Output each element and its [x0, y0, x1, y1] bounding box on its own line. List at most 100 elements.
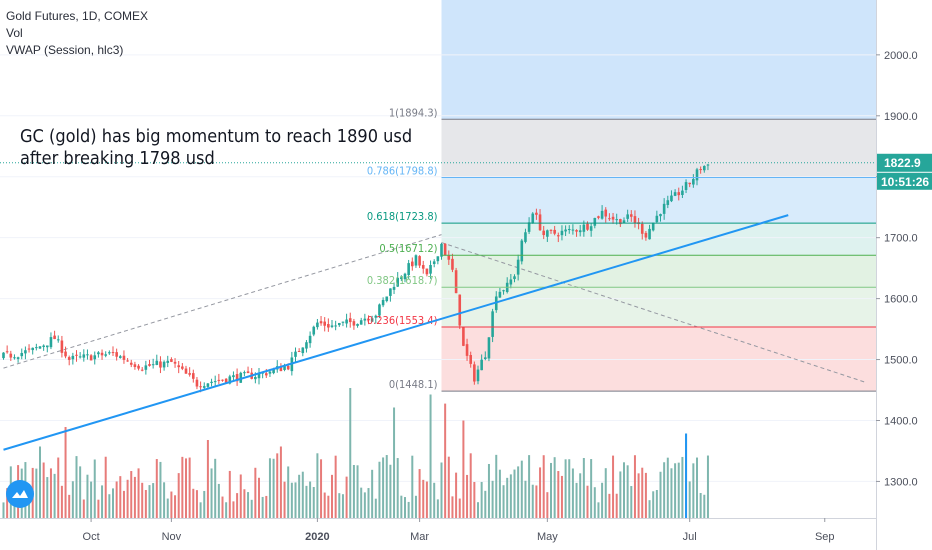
volume-bar [615, 493, 618, 518]
candle-body [257, 373, 261, 379]
volume-bar [633, 455, 636, 518]
volume-bar [320, 459, 323, 518]
volume-bar [444, 403, 447, 518]
volume-bar [648, 500, 651, 518]
volume-bar [279, 446, 282, 518]
candle-body [5, 351, 9, 353]
volume-bar [429, 394, 432, 518]
volume-bar [546, 492, 549, 518]
volume-bar [192, 488, 195, 518]
candle-body [140, 369, 144, 371]
candle-body [301, 347, 305, 354]
dashed-trend-line [3, 234, 442, 369]
candle-body [206, 383, 210, 387]
candle-body [173, 361, 177, 364]
volume-bar [352, 464, 355, 518]
candle-body [527, 222, 531, 232]
price-tick-label: 1400.0 [884, 415, 918, 427]
time-tick-label: Oct [83, 531, 100, 543]
volume-bar [520, 460, 523, 518]
fib-zone [441, 119, 876, 178]
volume-bar [137, 468, 140, 518]
candle-body [491, 311, 494, 337]
candle-body [133, 364, 137, 367]
candle-body [97, 352, 100, 355]
volume-bar [349, 388, 352, 518]
candle-body [319, 321, 323, 324]
volume-bar [39, 446, 41, 518]
fib-level-label: 0.618(1723.8) [367, 210, 438, 223]
volume-bar [674, 463, 677, 518]
volume-bar [586, 485, 589, 518]
vwap-indicator-label[interactable]: VWAP (Session, hlc3) [6, 43, 124, 57]
volume-bar [513, 469, 516, 518]
candle-body [122, 355, 126, 360]
candle-body [78, 356, 82, 358]
volume-bar [371, 469, 374, 518]
chart-legend: Gold Futures, 1D, COMEX Vol VWAP (Sessio… [6, 8, 148, 59]
volume-bar [64, 427, 67, 518]
volume-bar [498, 469, 501, 518]
last-price-badge-label: 1822.9 [884, 156, 921, 170]
volume-bar [612, 455, 615, 518]
countdown-badge-label: 10:51:26 [881, 175, 929, 189]
volume-bar [283, 481, 286, 518]
countdown-badge [877, 172, 932, 190]
candle-body [381, 299, 385, 306]
price-tick-label: 1900.0 [884, 111, 918, 123]
volume-indicator-label[interactable]: Vol [6, 26, 23, 40]
candle-body [396, 277, 399, 287]
candle-body [89, 355, 93, 361]
candle-body [305, 342, 308, 349]
volume-bar [422, 479, 425, 518]
time-tick-label: Nov [162, 531, 182, 543]
volume-bar [166, 498, 169, 518]
time-tick-label: Mar [410, 531, 429, 543]
candle-body [348, 318, 352, 323]
volume-bar [641, 467, 644, 518]
volume-bar [276, 453, 279, 518]
candle-body [443, 243, 447, 256]
volume-bar [374, 498, 377, 518]
volume-bar [564, 459, 567, 518]
candle-body [593, 217, 597, 226]
volume-bar [2, 502, 5, 518]
candle-body [535, 212, 538, 215]
text-annotation[interactable]: GC (gold) has big momentum to reach 1890… [20, 126, 412, 170]
tradingview-logo-icon[interactable] [6, 480, 34, 508]
annotation-line-2: after breaking 1798 usd [20, 148, 215, 169]
candle-body [462, 326, 465, 346]
volume-bar [133, 476, 136, 518]
volume-bar [677, 462, 680, 518]
candle-body [155, 360, 159, 365]
volume-bar [334, 455, 337, 518]
volume-bar [575, 482, 578, 518]
candle-body [651, 222, 655, 231]
volume-bar [130, 471, 133, 518]
candle-body [414, 255, 418, 266]
candle-body [283, 366, 286, 370]
candle-body [42, 345, 45, 347]
volume-bar [608, 493, 611, 518]
candle-body [436, 256, 440, 262]
volume-bar [473, 481, 476, 518]
symbol-title[interactable]: Gold Futures, 1D, COMEX [6, 9, 149, 23]
volume-bar [261, 496, 264, 518]
volume-bar [652, 491, 655, 518]
volume-bar [681, 456, 684, 518]
candle-body [56, 339, 60, 341]
volume-bar [706, 455, 709, 518]
candle-body [297, 351, 301, 353]
volume-bar [331, 474, 333, 518]
volume-bar [407, 501, 410, 518]
volume-bar [593, 487, 596, 518]
candle-body [144, 365, 148, 370]
candle-body [254, 376, 257, 380]
candle-body [389, 288, 392, 296]
volume-bar [258, 477, 260, 518]
volume-bar [623, 462, 625, 518]
volume-bar [108, 494, 111, 518]
volume-bar [104, 456, 107, 518]
volume-bar [345, 476, 348, 518]
